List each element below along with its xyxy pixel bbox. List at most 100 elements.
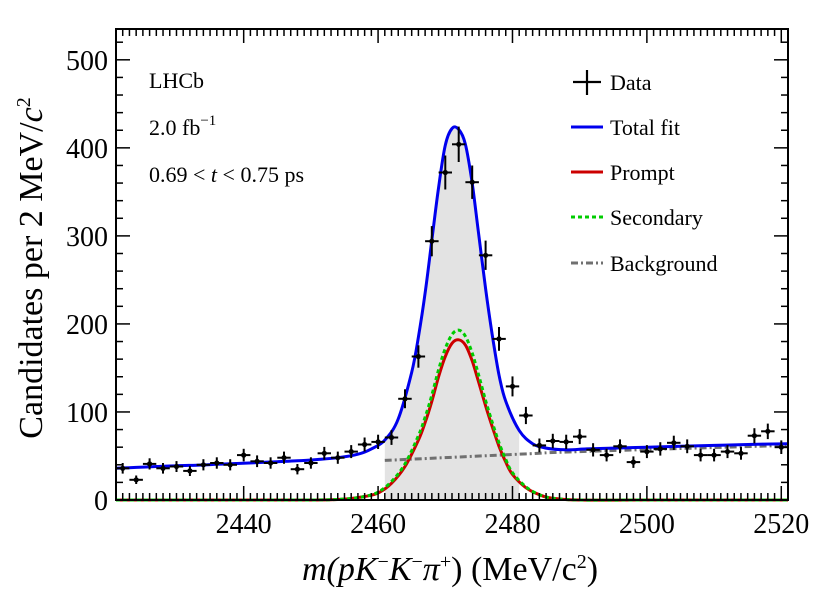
data-point-marker <box>442 169 448 176</box>
x-tick-label: 2500 <box>619 509 675 540</box>
data-point-marker <box>590 447 596 453</box>
data-point <box>317 446 331 460</box>
data-point <box>761 423 775 440</box>
data-point-marker <box>684 443 690 449</box>
data-point <box>250 455 264 468</box>
svg-text:Background: Background <box>610 251 718 276</box>
data-point <box>210 457 224 469</box>
data-point <box>573 429 587 445</box>
legend: Data Total fit Prompt Secondary Backgrou… <box>571 70 718 276</box>
y-tick-label: 300 <box>66 222 108 253</box>
data-point <box>707 448 721 462</box>
data-point <box>653 442 667 456</box>
data-point-marker <box>483 252 489 258</box>
data-point <box>452 126 466 162</box>
y-axis-title: Candidates per 2 MeV/c2 <box>13 97 50 438</box>
y-tick-label: 100 <box>66 398 108 429</box>
data-points <box>116 126 788 484</box>
y-tick-label: 400 <box>66 134 108 165</box>
y-tick-label: 200 <box>66 310 108 341</box>
legend-item-total-fit: Total fit <box>571 115 680 140</box>
data-point <box>331 451 345 464</box>
decay-time-cut-label: 0.69 < t < 0.75 ps <box>149 162 304 187</box>
data-point <box>734 446 748 460</box>
legend-item-background: Background <box>571 251 718 276</box>
data-point <box>223 459 237 471</box>
data-point-marker <box>456 141 462 147</box>
svg-text:Prompt: Prompt <box>610 160 675 185</box>
data-point <box>384 430 399 445</box>
data-point <box>613 439 627 454</box>
data-point-marker <box>523 412 529 419</box>
data-point <box>747 428 762 444</box>
data-point-marker <box>711 452 717 458</box>
x-tick-label: 2480 <box>484 509 540 540</box>
data-point <box>640 445 654 459</box>
data-point <box>156 463 170 474</box>
data-point-marker <box>509 383 516 389</box>
svg-text:Data: Data <box>610 70 652 95</box>
data-point-marker <box>617 443 623 449</box>
svg-text:Secondary: Secondary <box>610 205 703 230</box>
data-point-marker <box>133 477 139 483</box>
data-point <box>304 457 318 469</box>
data-point <box>237 448 251 462</box>
data-point <box>277 451 291 464</box>
legend-item-secondary: Secondary <box>571 205 703 230</box>
data-point-marker <box>160 465 166 471</box>
data-point <box>532 438 547 453</box>
data-point-marker <box>698 452 704 458</box>
data-point-marker <box>577 434 583 440</box>
data-point-marker <box>657 446 663 452</box>
data-point <box>357 437 372 452</box>
data-point-marker <box>671 440 677 446</box>
data-point-marker <box>348 449 354 455</box>
x-tick-label: 2520 <box>753 509 809 540</box>
data-point <box>693 448 708 462</box>
data-point <box>586 443 600 457</box>
x-axis-title: m(pK−K−π+) (MeV/c2) <box>302 551 598 588</box>
x-tick-label: 2460 <box>350 509 406 540</box>
data-point <box>129 475 143 484</box>
data-point-marker <box>536 442 543 448</box>
data-point <box>183 465 197 476</box>
data-point <box>599 448 614 462</box>
data-point-marker <box>375 439 381 445</box>
data-point-marker <box>402 396 408 402</box>
data-point <box>465 165 479 199</box>
data-point-marker <box>308 460 314 466</box>
data-point-marker <box>294 466 300 472</box>
data-point-marker <box>214 460 220 466</box>
lhcb-label: LHCb <box>149 68 204 93</box>
data-point <box>425 226 439 257</box>
svg-text:Total fit: Total fit <box>610 115 680 140</box>
data-point <box>559 434 573 449</box>
data-point-marker <box>563 439 569 445</box>
data-point <box>667 435 681 450</box>
y-tick-label: 500 <box>66 46 108 77</box>
data-point-marker <box>429 238 435 244</box>
data-point-marker <box>241 452 247 458</box>
data-point <box>680 439 694 454</box>
data-point <box>290 464 305 475</box>
legend-item-data: Data <box>573 70 652 95</box>
data-point <box>438 155 452 190</box>
legend-item-prompt: Prompt <box>571 160 675 185</box>
luminosity-label: 2.0 fb−1 <box>149 113 216 140</box>
data-point-marker <box>173 463 180 470</box>
data-point-marker <box>335 455 341 461</box>
data-point-marker <box>187 468 193 474</box>
data-point-marker <box>120 465 126 471</box>
axis-ticks: 2440 2460 2480 2500 2520 0 100 200 300 400 500 <box>66 29 809 540</box>
data-point-marker <box>550 438 556 444</box>
data-point <box>492 327 506 351</box>
data-point-marker <box>738 450 744 456</box>
data-point-marker <box>227 462 233 468</box>
data-point-marker <box>604 452 610 458</box>
data-point <box>626 456 641 468</box>
data-point <box>263 457 278 469</box>
data-point <box>720 445 735 459</box>
data-point <box>505 376 520 397</box>
data-point-marker <box>765 428 771 434</box>
